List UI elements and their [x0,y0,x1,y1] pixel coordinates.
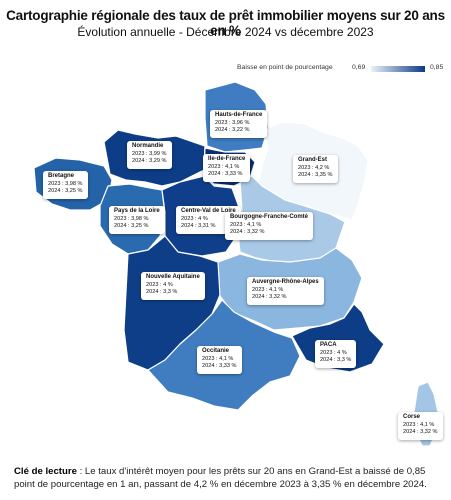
label-grand-est: Grand-Est 2023 : 4,2 % 2024 : 3,35 % [293,155,338,183]
legend-label: Baisse en point de pourcentage [237,64,333,71]
rate-2023: 2023 : 4,1 % [202,355,234,362]
rate-2024: 2024 : 3,32 % [230,229,265,236]
region-name: Centre-Val de Loire [181,208,236,214]
rate-2024: 2024 : 3,22 % [215,127,250,134]
region-name: Pays de la Loire [114,208,160,214]
region-name: Bourgogne-Franche-Comté [230,214,308,220]
region-name: Ile-de-France [208,156,246,162]
map-subtitle: Évolution annuelle - Décembre 2024 vs dé… [77,25,374,39]
region-name: Normandie [132,143,164,149]
color-legend: Baisse en point de pourcentage 0,69 0,85 [0,62,451,76]
region-name: Occitanie [202,348,230,354]
rate-2024: 2024 : 3,25 % [114,223,149,230]
region-name: Bretagne [48,173,75,179]
rate-2024: 2024 : 3,31 % [181,223,216,230]
region-name: Hauts-de-France [215,112,263,118]
rate-2023: 2023 : 3,96 % [215,119,250,126]
label-occitanie: Occitanie 2023 : 4,1 % 2024 : 3,33 % [197,346,242,374]
label-hauts-de-france: Hauts-de-France 2023 : 3,96 % 2024 : 3,2… [210,110,268,138]
rate-2024: 2024 : 3,33 % [208,171,243,178]
rate-2023: 2023 : 3,98 % [48,180,83,187]
rate-2024: 2024 : 3,35 % [298,172,333,179]
region-name: Corse [403,414,421,420]
rate-2023: 2023 : 4,1 % [403,421,435,428]
label-ile-de-france: Ile-de-France 2023 : 4,1 % 2024 : 3,33 % [203,154,251,182]
region-name: Auvergne-Rhône-Alpes [252,279,319,285]
label-paca: PACA 2023 : 4 % 2024 : 3,3 % [315,340,357,368]
rate-2024: 2024 : 3,32 % [252,294,287,301]
map-title: Cartographie régionale des taux de prêt … [6,8,445,38]
reading-key-label: Clé de lecture [14,466,77,477]
rate-2023: 2023 : 4 % [146,281,173,288]
label-normandie: Normandie 2023 : 3,99 % 2024 : 3,29 % [127,141,172,169]
label-bourgogne-franche-comte: Bourgogne-Franche-Comté 2023 : 4,1 % 202… [225,212,313,240]
label-bretagne: Bretagne 2023 : 3,98 % 2024 : 3,25 % [43,171,88,199]
label-corse: Corse 2023 : 4,1 % 2024 : 3,32 % [398,412,443,440]
rate-2023: 2023 : 3,98 % [114,215,149,222]
region-name: Grand-Est [298,157,328,163]
rate-2024: 2024 : 3,3 % [320,357,352,364]
legend-max: 0,85 [430,64,444,71]
rate-2024: 2024 : 3,33 % [202,363,237,370]
label-nouvelle-aquitaine: Nouvelle Aquitaine 2023 : 4 % 2024 : 3,3… [141,272,205,300]
reading-key: Clé de lecture : Le taux d'intérêt moyen… [14,466,442,491]
rate-2024: 2024 : 3,25 % [48,188,83,195]
rate-2024: 2024 : 3,3 % [146,289,178,296]
reading-key-text: : Le taux d'intérêt moyen pour les prêts… [14,466,427,490]
label-auvergne-rhone-alpes: Auvergne-Rhône-Alpes 2023 : 4,1 % 2024 :… [247,277,324,305]
region-name: Nouvelle Aquitaine [146,274,200,280]
rate-2023: 2023 : 4 % [181,215,208,222]
legend-gradient-bar [371,66,425,72]
rate-2023: 2023 : 4,2 % [298,164,330,171]
rate-2023: 2023 : 4,1 % [208,163,240,170]
rate-2024: 2024 : 3,29 % [132,158,167,165]
rate-2023: 2023 : 4,1 % [230,221,262,228]
rate-2023: 2023 : 4,1 % [252,286,284,293]
rate-2023: 2023 : 4 % [320,349,347,356]
label-pays-de-la-loire: Pays de la Loire 2023 : 3,98 % 2024 : 3,… [109,206,165,234]
rate-2023: 2023 : 3,99 % [132,150,167,157]
region-name: PACA [320,342,337,348]
legend-min: 0,69 [352,64,366,71]
rate-2024: 2024 : 3,32 % [403,429,438,436]
